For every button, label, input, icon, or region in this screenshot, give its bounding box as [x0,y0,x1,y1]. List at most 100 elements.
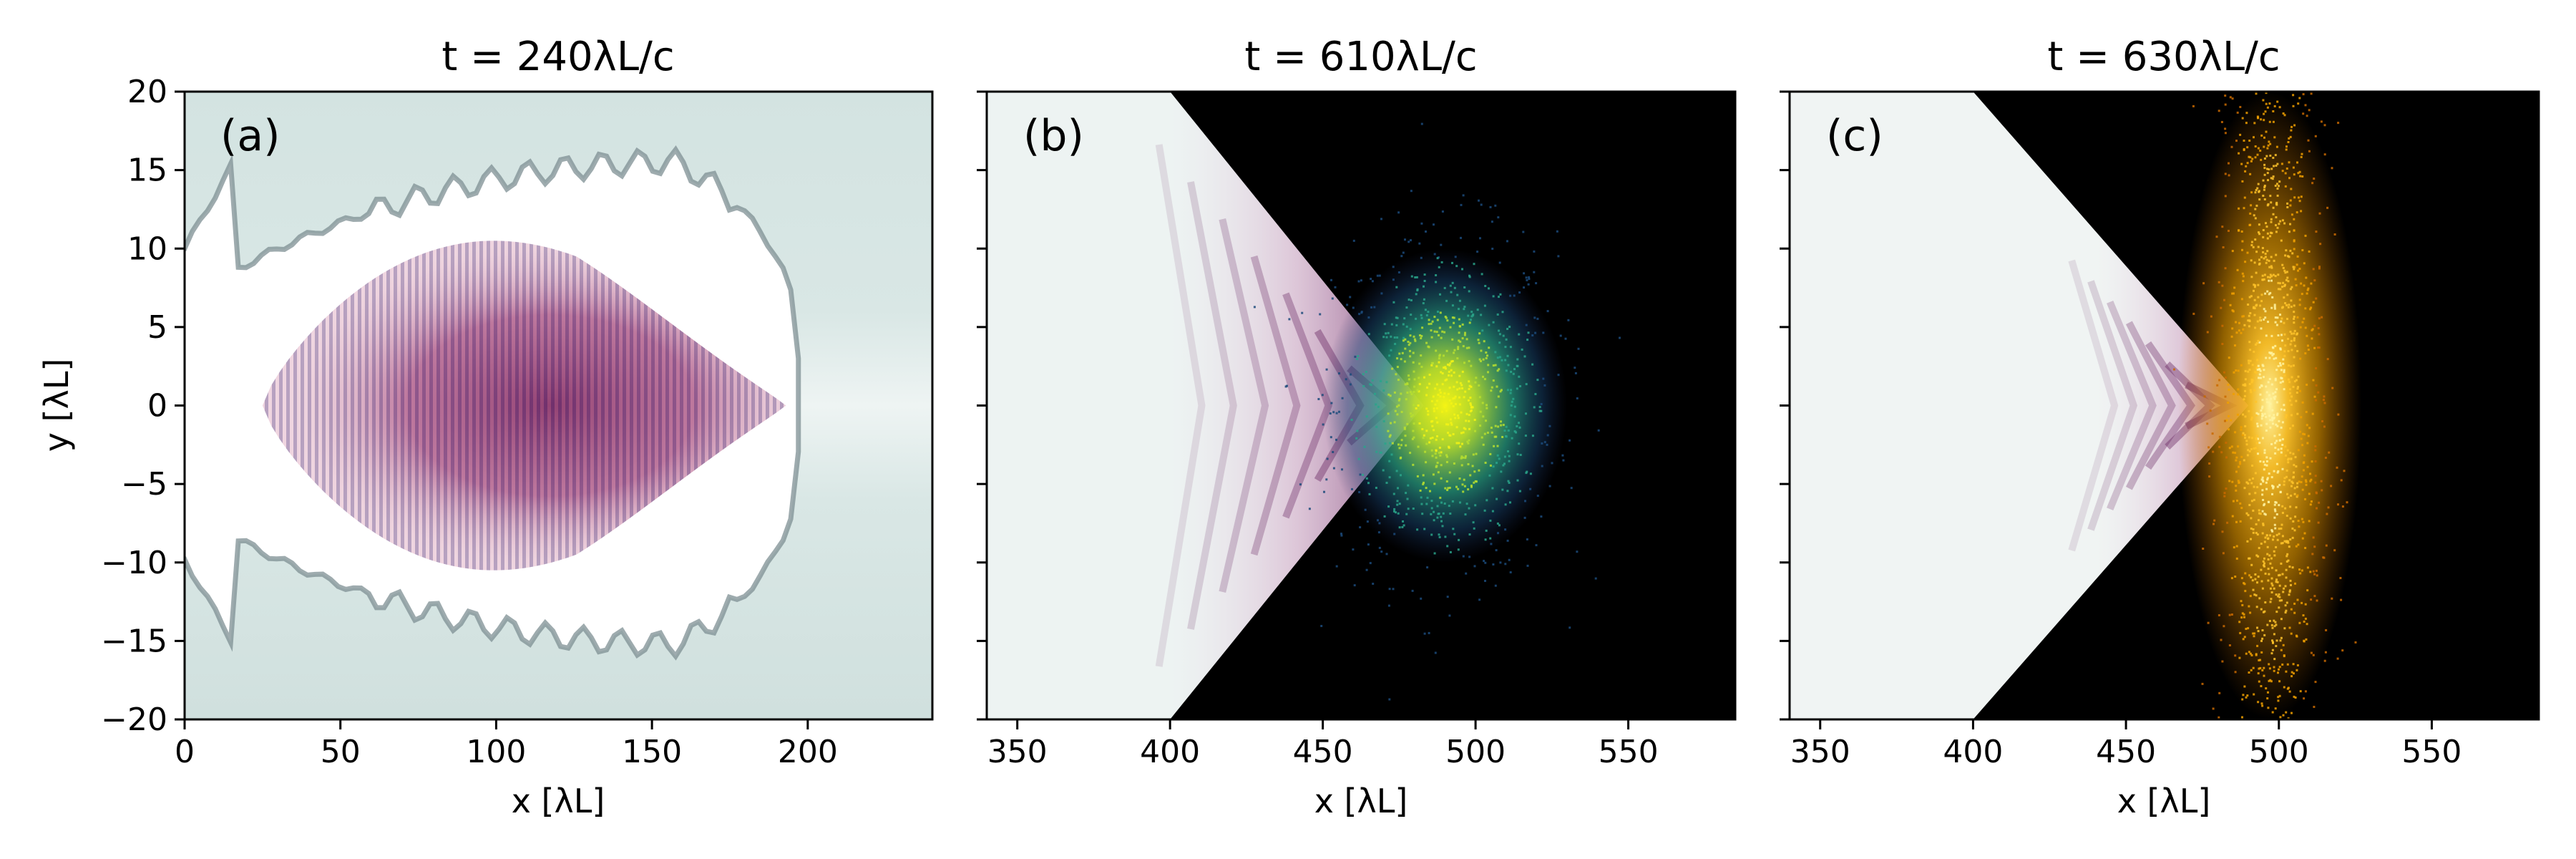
electron-particle [2273,414,2275,417]
electron-particle [1484,462,1487,464]
electron-particle [1474,430,1476,432]
electron-particle [2235,331,2238,334]
electron-particle [1490,427,1493,429]
electron-particle [1420,354,1423,357]
electron-particle [1465,572,1468,575]
electron-particle [2282,112,2285,115]
electron-particle [2254,191,2257,194]
electron-particle [2221,530,2224,533]
electron-particle [1452,397,1455,400]
electron-particle [2240,426,2243,429]
electron-particle [2330,485,2333,487]
electron-particle [1506,389,1509,392]
electron-particle [1485,407,1488,409]
electron-particle [1487,364,1490,367]
electron-particle [2255,204,2258,207]
electron-particle [2285,601,2288,604]
electron-particle [2280,618,2283,621]
electron-particle [1420,366,1423,368]
electron-particle [1416,528,1419,531]
electron-particle [2265,416,2268,418]
electron-particle [2268,554,2271,557]
electron-particle [2316,346,2319,349]
electron-particle [1448,471,1451,474]
electron-particle [2319,243,2322,246]
electron-particle [1470,404,1472,407]
electron-particle [2276,412,2279,415]
electron-particle [1388,460,1391,462]
electron-particle [1468,346,1470,349]
electron-particle [2276,226,2279,229]
electron-particle [2284,611,2287,614]
electron-particle [1334,286,1337,288]
electron-particle [2253,307,2256,310]
electron-particle [1384,442,1387,445]
electron-particle [1443,396,1445,398]
electron-particle [2278,106,2281,109]
electron-particle [1391,442,1394,445]
electron-particle [2241,117,2244,120]
electron-particle [2298,97,2301,100]
electron-particle [2262,524,2265,527]
electron-particle [1485,499,1488,502]
electron-particle [2247,304,2250,306]
electron-particle [1440,520,1443,523]
panel-b: 350 400 450 500 550 t = 610λL/c (b) x [λL] [977,34,1737,820]
electron-particle [2248,557,2250,560]
electron-particle [1410,239,1412,242]
electron-particle [2326,206,2329,209]
electron-particle [2312,268,2315,271]
electron-particle [2250,204,2253,207]
electron-particle [2234,431,2237,434]
electron-particle [2243,384,2246,387]
electron-particle [1323,490,1325,493]
electron-particle [1402,520,1404,523]
electron-particle [2261,489,2264,492]
electron-particle [1433,519,1435,522]
electron-particle [2314,445,2317,447]
electron-particle [2340,598,2343,601]
electron-particle [1397,487,1399,490]
electron-particle [1412,508,1415,510]
electron-particle [1463,485,1466,487]
electron-particle [2293,529,2296,532]
electron-particle [2244,572,2247,575]
electron-particle [1485,351,1488,354]
electron-particle [2270,232,2273,235]
electron-particle [2269,562,2272,565]
electron-particle [1448,445,1450,448]
electron-particle [1482,443,1485,446]
electron-particle [2278,596,2281,598]
electron-particle [2267,568,2270,571]
electron-particle [2301,401,2304,404]
electron-particle [1483,378,1486,381]
electron-particle [2270,529,2273,532]
electron-particle [2250,259,2253,262]
electron-particle [2260,543,2263,545]
electron-particle [1413,385,1416,388]
electron-particle [1496,454,1499,457]
electron-particle [2283,627,2286,630]
electron-particle [1421,326,1424,329]
electron-particle [2327,506,2330,509]
electron-particle [1523,272,1526,275]
electron-particle [2271,649,2274,651]
electron-particle [2235,470,2238,473]
electron-particle [2254,578,2257,581]
electron-particle [2306,288,2309,291]
electron-particle [1540,403,1543,405]
electron-particle [2280,377,2283,379]
electron-particle [1432,395,1435,398]
electron-particle [1541,442,1543,445]
electron-particle [2272,353,2275,355]
electron-particle [2273,435,2276,437]
electron-particle [1528,278,1531,281]
electron-particle [2285,540,2288,543]
electron-particle [2313,573,2316,576]
electron-particle [1548,485,1551,487]
electron-particle [2280,451,2283,454]
electron-particle [1425,430,1428,432]
electron-particle [1380,380,1382,382]
electron-particle [2265,481,2268,484]
electron-particle [1498,457,1501,460]
